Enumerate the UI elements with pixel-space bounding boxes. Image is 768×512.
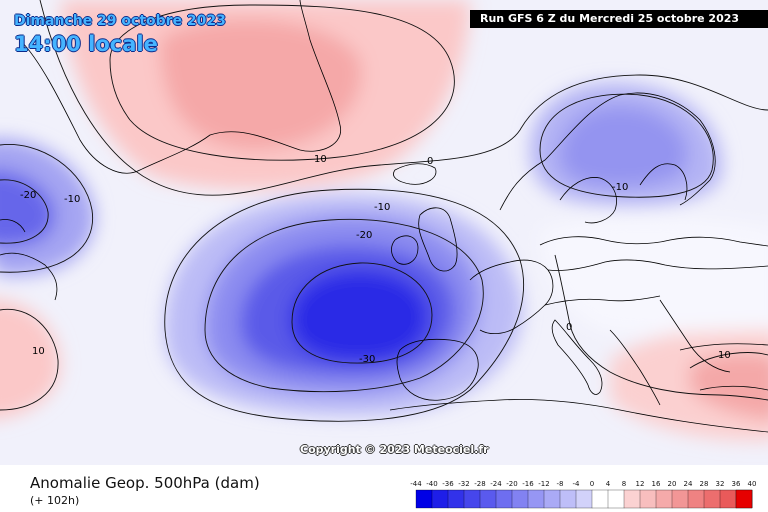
legend-tick-label: -36 [442, 480, 454, 488]
legend-tick-label: 32 [716, 480, 725, 488]
legend-tick-label: 12 [636, 480, 645, 488]
legend-tick-label: -24 [490, 480, 502, 488]
legend-tick-label: -32 [458, 480, 469, 488]
legend-tick-label: -20 [506, 480, 517, 488]
contour-label-west-atlantic: 10 [32, 346, 45, 357]
legend-tick-label: -16 [522, 480, 534, 488]
legend-swatch [639, 489, 657, 509]
contour-label-north-atlantic: 0 [427, 156, 433, 167]
anomaly-shading [0, 0, 768, 441]
copyright-notice: Copyright © 2023 Meteociel.fr [300, 443, 489, 456]
contour-label-atlantic-core: -30 [359, 354, 375, 365]
anomaly-map: 10 0 -20 -10 -10 -20 -30 -10 10 10 0 [0, 0, 768, 465]
legend-tick-label: 40 [748, 480, 757, 488]
contour-label-atlantic-outer: -10 [374, 202, 390, 213]
legend-swatch [527, 489, 545, 509]
legend-swatch [431, 489, 449, 509]
contour-label-east-med: 10 [718, 350, 731, 361]
legend-tick-label: -4 [573, 480, 581, 488]
contour-label-canada-ring: -10 [64, 194, 80, 205]
contour-label-alps: 0 [566, 322, 572, 333]
map-title: Anomalie Geop. 500hPa (dam) [30, 474, 260, 492]
forecast-time: 14:00 locale [14, 32, 158, 56]
legend-swatch [591, 489, 609, 509]
legend-tick-label: 20 [668, 480, 677, 488]
footer: Anomalie Geop. 500hPa (dam) (+ 102h) -44… [0, 465, 768, 512]
legend-tick-label: 24 [684, 480, 693, 488]
forecast-date: Dimanche 29 octobre 2023 [14, 13, 226, 29]
legend-swatch [623, 489, 641, 509]
contour-label-scandinavia: -10 [612, 182, 628, 193]
legend-swatch [495, 489, 513, 509]
legend-tick-label: -8 [557, 480, 564, 488]
contour-label-greenland: 10 [314, 154, 327, 165]
legend-swatch [719, 489, 737, 509]
legend-swatch [575, 489, 593, 509]
contour-label-canada-low: -20 [20, 190, 36, 201]
legend-tick-label: -28 [474, 480, 485, 488]
legend-swatch [479, 489, 497, 509]
legend-swatch [735, 489, 753, 509]
contour-label-atlantic-mid: -20 [356, 230, 372, 241]
legend-tick-label: 0 [590, 480, 594, 488]
legend-swatch [703, 489, 721, 509]
forecast-lead-time: (+ 102h) [30, 494, 80, 507]
legend-swatch [687, 489, 705, 509]
model-run-label: Run GFS 6 Z du Mercredi 25 octobre 2023 [470, 10, 768, 28]
legend-swatch [607, 489, 625, 509]
legend-swatch [447, 489, 465, 509]
legend-tick-label: -12 [538, 480, 549, 488]
isolines [0, 0, 768, 422]
legend-tick-label: 4 [606, 480, 611, 488]
coastlines [0, 0, 768, 433]
legend-swatch [511, 489, 529, 509]
legend-swatch [671, 489, 689, 509]
legend-swatch [559, 489, 577, 509]
legend-tick-label: 36 [732, 480, 741, 488]
color-scale-legend: -44 -40 -36 -32 -28 -24 -20 -16 -12 -8 -4 0 4 8 12 16 20… [410, 480, 757, 509]
legend-swatch [655, 489, 673, 509]
legend-tick-label: 28 [700, 480, 709, 488]
legend-tick-label: 16 [652, 480, 661, 488]
legend-tick-label: -44 [410, 480, 422, 488]
legend-swatch [415, 489, 433, 509]
legend-swatch [543, 489, 561, 509]
legend-tick-label: -40 [426, 480, 437, 488]
legend-tick-label: 8 [622, 480, 626, 488]
contour-labels: 10 0 -20 -10 -10 -20 -30 -10 10 10 0 [20, 154, 731, 365]
legend-swatch [463, 489, 481, 509]
